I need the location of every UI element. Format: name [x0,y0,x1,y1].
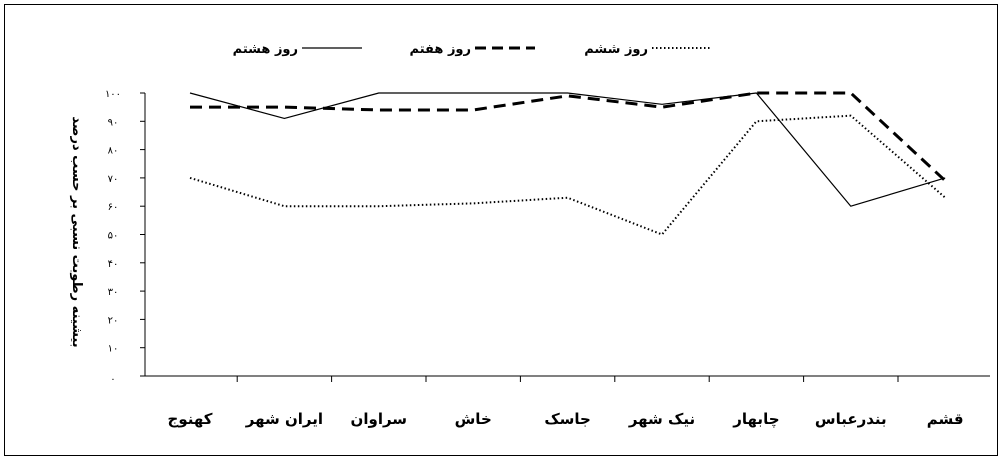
y-tick-label: ۲۰ [108,315,119,326]
y-tick-label: ۹۰ [108,117,119,128]
legend: روز هشتم روز هفتم روز ششم [233,42,712,57]
series-line-2 [190,91,947,182]
x-tick-label: قشم [927,410,964,428]
y-tick-label: ۴۰ [108,259,119,270]
axes [144,93,990,377]
y-tick-label: ۱۰ [108,344,119,355]
y-tick-label: . [111,372,114,383]
legend-label-series-3: روز ششم [584,42,648,57]
y-tick-label: ۳۰ [108,287,119,298]
x-tick-label: کهنوج [168,410,213,428]
legend-label-series-1: روز هشتم [233,42,298,57]
x-axis-ticks: کهنوج ایران شهر سراوان خاش جاسک نیک شهر چابهار… [168,376,964,429]
y-tick-label: ۸۰ [108,146,119,157]
x-tick-label: بندرعباس [815,410,887,428]
x-tick-label: چابهار [732,410,779,429]
legend-label-series-2: روز هفتم [410,42,471,57]
x-tick-label: خاش [455,410,492,428]
y-axis-title: بیشینه رطوبت نسبی بر حسب درصد [69,116,84,347]
series-lines [189,91,947,236]
x-tick-label: سراوان [351,410,408,428]
y-tick-label: ۶۰ [108,202,119,213]
x-tick-label: جاسک [544,410,591,428]
series-line-1 [189,92,946,207]
x-tick-label: نیک شهر [628,410,695,428]
y-tick-label: ۷۰ [108,174,119,185]
y-tick-label: ۱۰۰ [105,89,121,100]
y-axis-ticks: ۱۰۰ ۹۰ ۸۰ ۷۰ ۶۰ ۵۰ ۴۰ ۳۰ ۲۰ ۱۰. [105,89,145,383]
y-tick-label: ۵۰ [108,231,119,242]
series-line-3 [189,114,946,236]
chart-frame [4,4,998,456]
x-tick-label: ایران شهر [245,410,323,428]
